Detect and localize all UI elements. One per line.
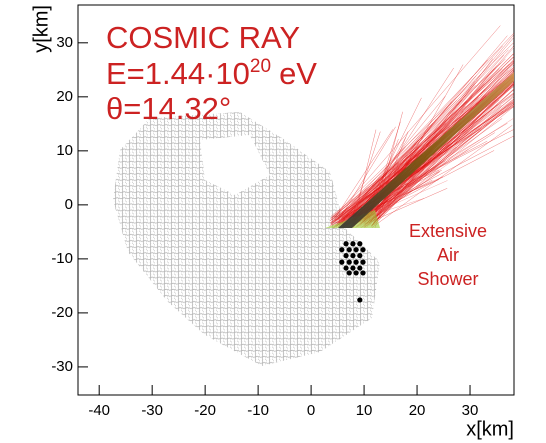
y-tick-label: 0 <box>65 196 73 213</box>
station-hit <box>357 265 362 270</box>
energy-unit: eV <box>279 56 317 91</box>
x-axis-label: x[km] <box>466 418 514 440</box>
station-hit <box>357 253 362 258</box>
x-tick-label: 10 <box>356 402 373 419</box>
shower-core <box>338 44 546 228</box>
x-tick-label: 20 <box>409 402 426 419</box>
y-tick-label: 30 <box>56 34 73 51</box>
x-tick-label: -30 <box>141 402 163 419</box>
x-tick-label: -40 <box>88 402 110 419</box>
annotation: Air <box>437 245 459 265</box>
x-tick-label: -10 <box>247 402 269 419</box>
x-tick-label: 0 <box>307 402 315 419</box>
station-hit <box>343 265 348 270</box>
x-tick-label: -20 <box>194 402 216 419</box>
y-tick-label: 10 <box>56 142 73 159</box>
station-hit <box>357 241 362 246</box>
station-hit <box>350 253 355 258</box>
station-hit <box>360 247 365 252</box>
detector-array <box>113 112 380 366</box>
station-hit <box>354 247 359 252</box>
station-hit <box>354 270 359 275</box>
station-hit <box>343 253 348 258</box>
station-hit <box>360 270 365 275</box>
annotation: Shower <box>417 269 478 289</box>
shower-particle <box>333 35 537 228</box>
energy-base: E=1.44·10 <box>106 56 250 91</box>
station-hit <box>350 241 355 246</box>
x-tick-label: 30 <box>462 402 479 419</box>
y-tick-label: -10 <box>51 250 73 267</box>
station-hit <box>357 297 362 302</box>
y-axis-label: y[km] <box>30 5 52 53</box>
station-hit <box>343 241 348 246</box>
chart: COSMIC RAY E=1.44·1020eV θ=14.32° Extens… <box>0 0 546 443</box>
angle-label: θ=14.32° <box>106 91 231 126</box>
y-tick-label: -30 <box>51 358 73 375</box>
shower-particle <box>331 34 523 219</box>
station-hit <box>339 260 344 265</box>
energy-label: E=1.44·1020 eV <box>106 56 317 91</box>
station-hit <box>347 260 352 265</box>
y-tick-label: 20 <box>56 88 73 105</box>
title-line: COSMIC RAY <box>106 20 300 55</box>
air-shower <box>325 0 546 228</box>
energy-exponent: 20 <box>250 56 271 77</box>
station-hit <box>347 247 352 252</box>
shower-particle <box>369 65 535 218</box>
station-hit <box>360 260 365 265</box>
annotation: Extensive <box>409 221 487 241</box>
station-hit <box>354 260 359 265</box>
station-hit <box>339 247 344 252</box>
station-hit <box>347 270 352 275</box>
y-tick-label: -20 <box>51 304 73 321</box>
station-hit <box>350 265 355 270</box>
